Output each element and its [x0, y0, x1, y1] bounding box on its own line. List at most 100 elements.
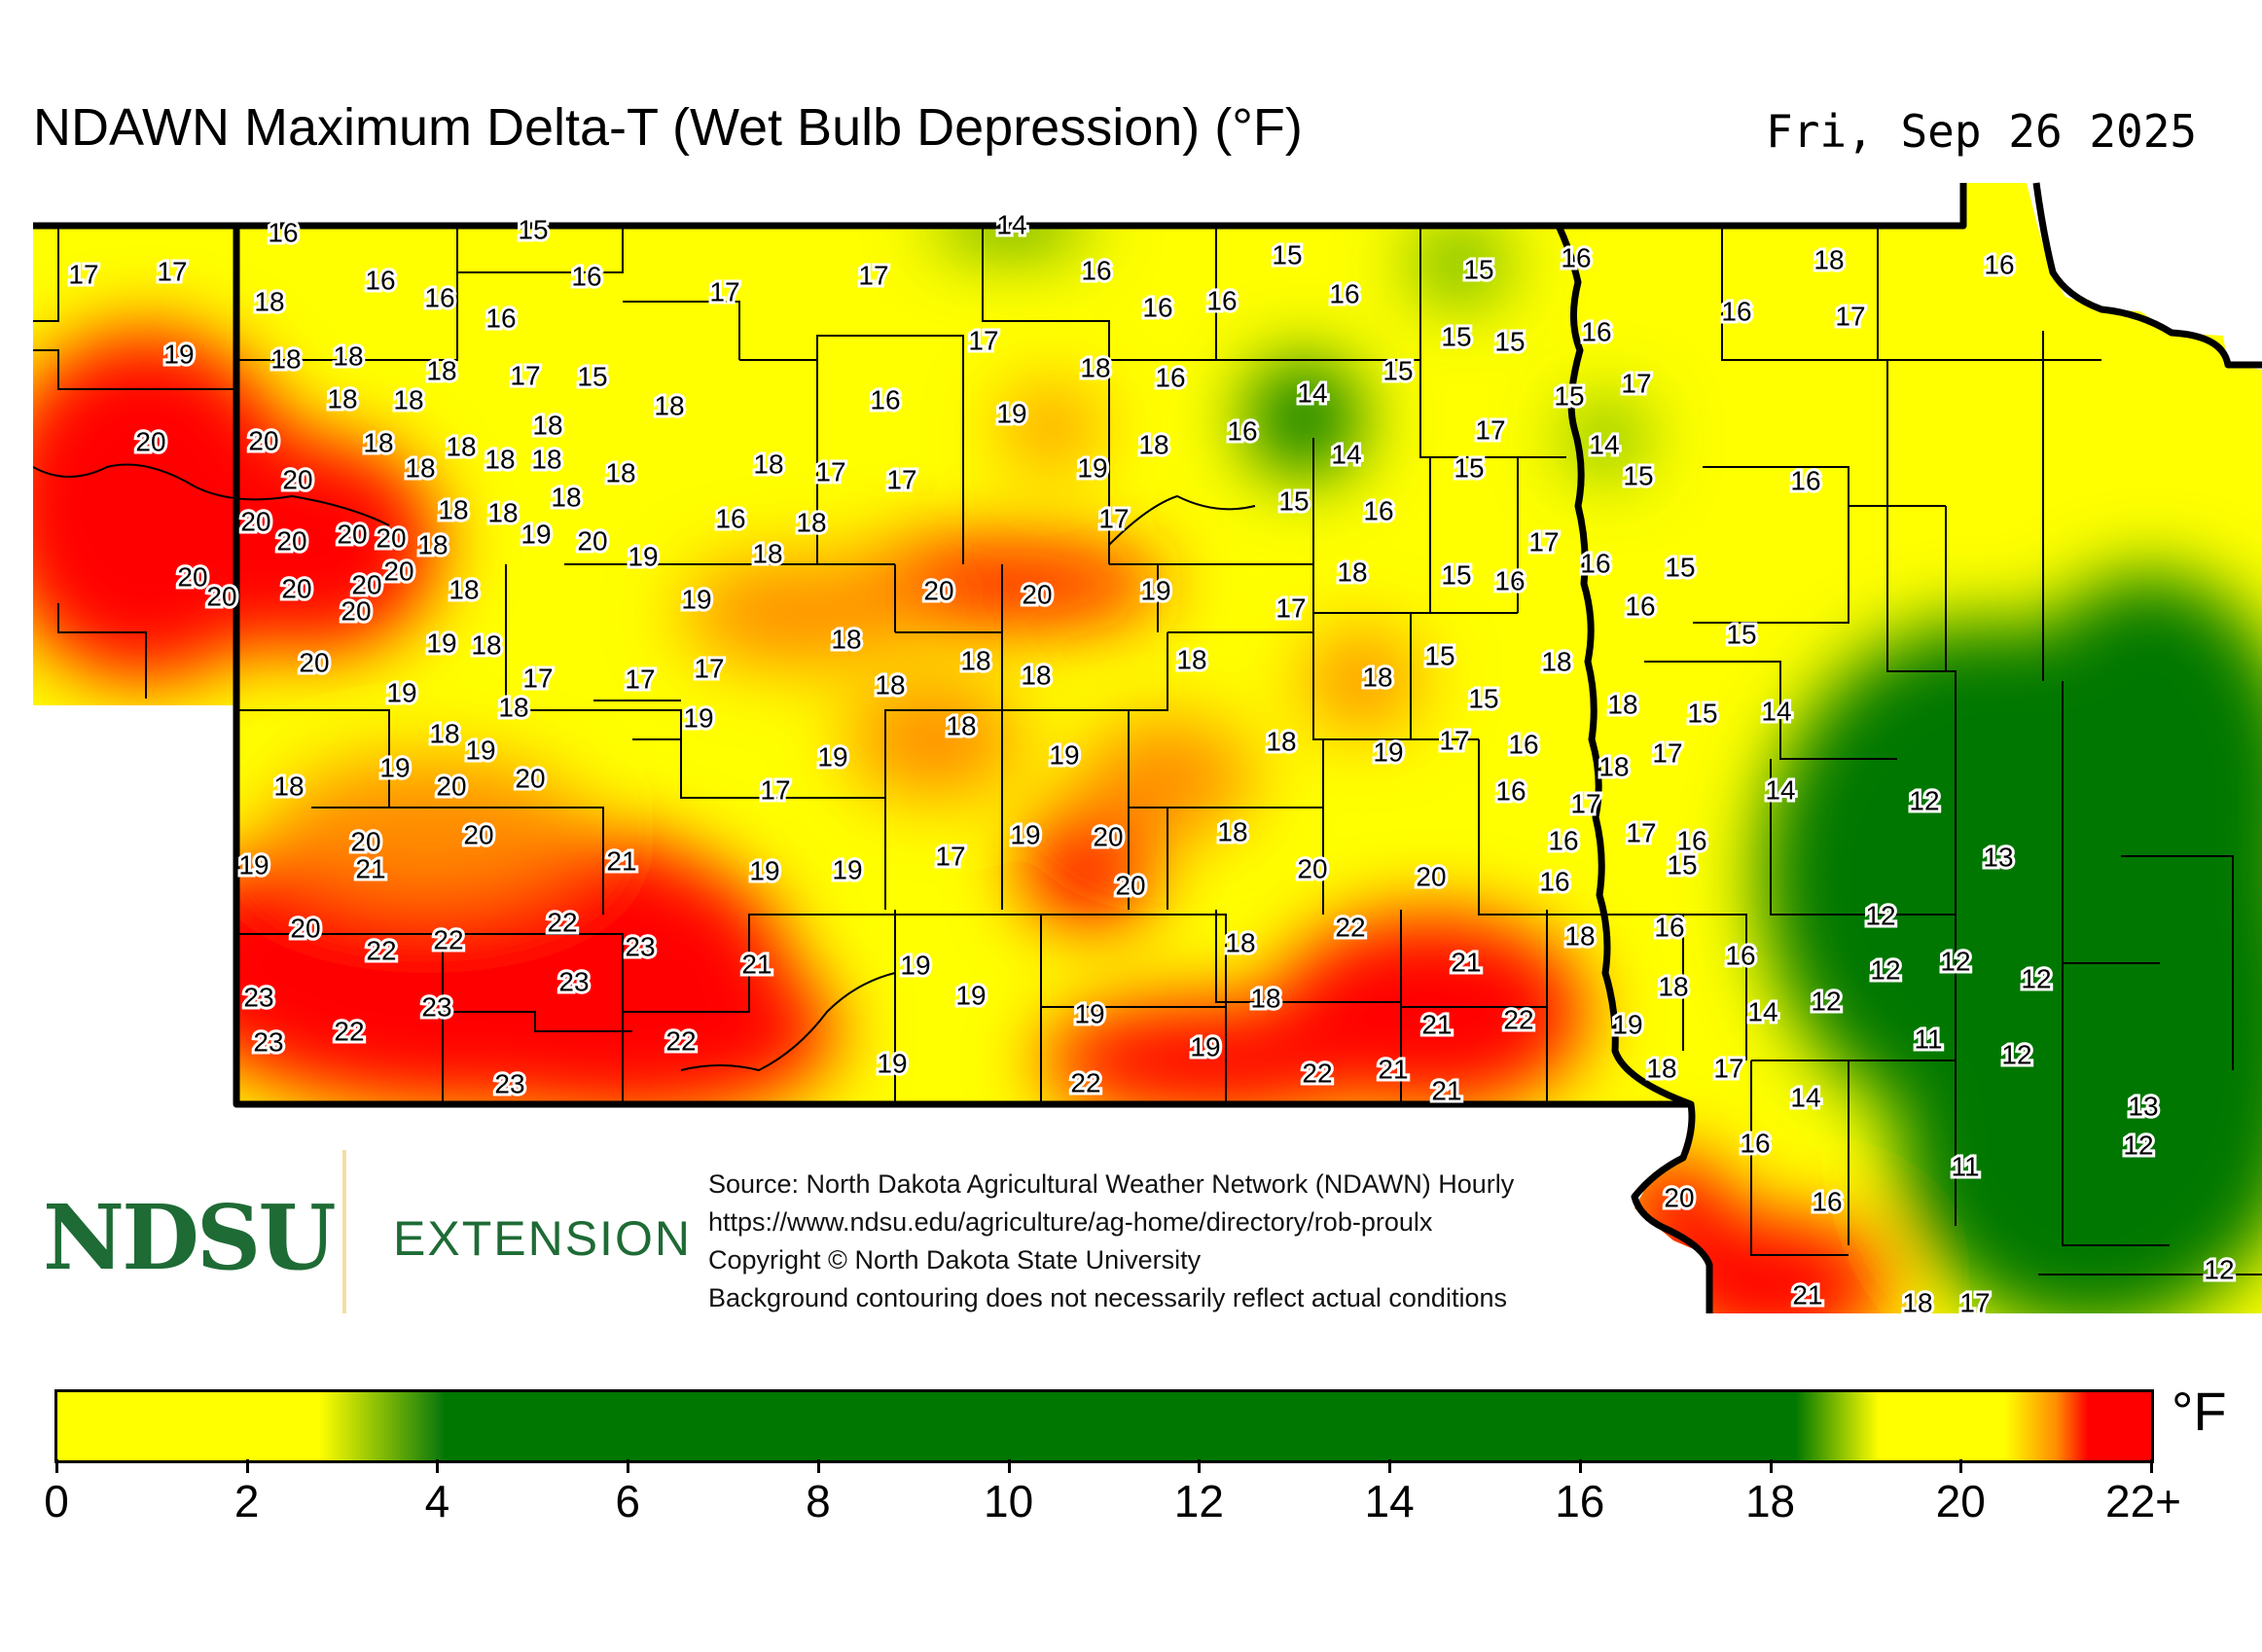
credit-url: https://www.ndsu.edu/agriculture/ag-home…: [708, 1207, 1433, 1237]
legend-tick-label: 8: [806, 1476, 831, 1526]
station-value: 15: [1463, 254, 1493, 284]
station-value: 12: [2123, 1130, 2153, 1160]
station-value: 17: [935, 841, 965, 871]
station-value: 22: [334, 1016, 364, 1046]
legend-tick: [55, 1459, 58, 1473]
station-value: 17: [760, 774, 790, 805]
station-value: 16: [1494, 565, 1525, 595]
logo-divider: [342, 1150, 346, 1313]
station-value: 20: [376, 522, 406, 553]
station-value: 15: [1424, 640, 1454, 670]
map-title: NDAWN Maximum Delta-T (Wet Bulb Depressi…: [33, 98, 1303, 157]
station-value: 18: [1250, 983, 1280, 1013]
station-value: 22: [433, 924, 463, 954]
legend-tick-label: 4: [424, 1476, 450, 1526]
county-lines: [33, 226, 2262, 1275]
station-value: 19: [900, 950, 930, 980]
station-value: 14: [1331, 439, 1361, 469]
station-value: 17: [157, 256, 187, 286]
station-value: 18: [487, 497, 518, 527]
station-value: 19: [955, 980, 986, 1010]
station-value: 18: [1541, 646, 1571, 676]
station-value: 16: [1790, 465, 1820, 495]
station-value: 20: [276, 525, 306, 556]
station-value: 14: [1589, 429, 1619, 459]
credit-source: Source: North Dakota Agricultural Weathe…: [708, 1169, 1515, 1199]
station-value: 18: [1266, 726, 1296, 756]
station-value: 18: [831, 624, 861, 654]
station-value: 23: [253, 1026, 283, 1057]
station-value: 16: [1329, 278, 1359, 308]
station-value: 16: [1580, 548, 1610, 578]
legend-tick: [1578, 1459, 1582, 1473]
station-value: 17: [1621, 368, 1651, 398]
station-value: 16: [1654, 912, 1684, 942]
station-value: 19: [1010, 819, 1040, 849]
station-value: 12: [1940, 946, 1970, 976]
station-value: 17: [522, 663, 553, 693]
station-value: 22: [1335, 912, 1365, 942]
station-value: 21: [1431, 1075, 1461, 1105]
station-value: 17: [886, 464, 916, 494]
station-value: 16: [1740, 1128, 1770, 1158]
station-value: 23: [243, 982, 273, 1012]
credit-copyright: Copyright © North Dakota State Universit…: [708, 1245, 1202, 1275]
station-value: 17: [1098, 503, 1129, 533]
station-value: 20: [383, 556, 413, 586]
station-value: 18: [270, 343, 301, 374]
station-value: 15: [1623, 460, 1653, 490]
station-value: 19: [426, 628, 456, 658]
station-value: 18: [429, 718, 459, 748]
station-value: 18: [1564, 920, 1595, 951]
station-value: 14: [1747, 996, 1777, 1026]
station-value: 23: [421, 991, 451, 1022]
station-value: 18: [1598, 751, 1629, 781]
station-value: 16: [715, 503, 745, 533]
station-value: 19: [521, 519, 551, 549]
station-value: 14: [1297, 377, 1327, 408]
station-value: 14: [996, 209, 1026, 239]
station-value: 18: [1658, 971, 1688, 1001]
credit-disclaimer: Background contouring does not necessari…: [708, 1283, 1507, 1312]
station-value: 16: [1625, 591, 1655, 621]
station-value: 18: [438, 494, 468, 524]
station-value: 20: [1022, 579, 1052, 609]
station-value: 18: [1080, 352, 1110, 382]
legend-tick-label: 20: [1935, 1476, 1986, 1526]
legend-tick-label: 18: [1744, 1476, 1796, 1526]
station-value: 17: [1528, 526, 1559, 557]
station-value: 18: [405, 452, 435, 483]
station-value: 16: [870, 384, 900, 414]
station-value: 20: [290, 913, 320, 943]
station-value: 17: [1959, 1287, 1990, 1317]
station-value: 16: [485, 303, 516, 333]
station-value: 18: [654, 390, 684, 420]
station-value: 12: [1811, 986, 1841, 1016]
station-value: 18: [426, 355, 456, 385]
station-value: 16: [1363, 495, 1393, 525]
station-value: 21: [1421, 1009, 1452, 1039]
station-value: 17: [68, 259, 98, 289]
station-value: 15: [1278, 485, 1309, 516]
station-value: 16: [1155, 362, 1185, 392]
station-value: 12: [1909, 785, 1939, 815]
legend-tick: [1007, 1459, 1011, 1473]
station-value: 15: [1441, 559, 1471, 590]
station-value: 20: [1297, 853, 1327, 883]
station-value: 18: [531, 444, 561, 474]
station-value: 16: [1984, 249, 2014, 279]
station-value: 15: [1726, 619, 1756, 649]
legend-tick: [1198, 1459, 1202, 1473]
station-value: 22: [1302, 1058, 1332, 1088]
station-value: 20: [248, 425, 278, 455]
station-value: 15: [1454, 452, 1484, 483]
station-value: 22: [1070, 1067, 1100, 1097]
station-value: 20: [206, 581, 236, 611]
station-value: 23: [625, 931, 655, 961]
station-value: 17: [1275, 593, 1306, 623]
station-value: 18: [417, 529, 448, 559]
station-value: 20: [1416, 861, 1446, 891]
station-value: 17: [510, 360, 540, 390]
